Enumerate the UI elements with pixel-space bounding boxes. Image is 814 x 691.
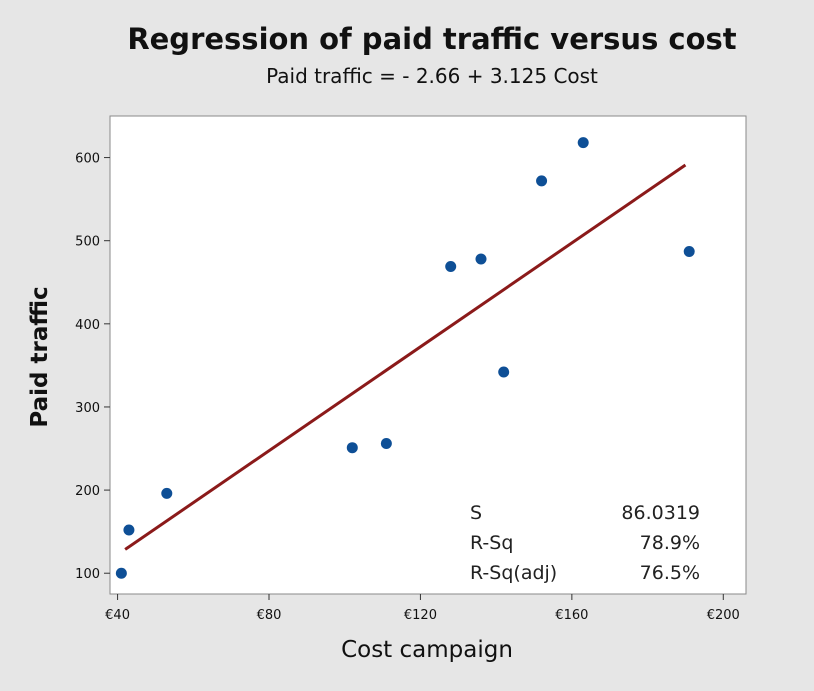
stat-label: S: [470, 502, 482, 524]
y-tick-label: 100: [75, 567, 100, 582]
x-axis-title: Cost campaign: [341, 637, 513, 663]
stat-value: 86.0319: [621, 502, 700, 524]
data-point: [123, 524, 135, 536]
data-point: [577, 137, 589, 149]
data-point: [445, 260, 457, 272]
x-tick-label: €80: [257, 608, 282, 623]
y-axis-title: Paid traffic: [27, 286, 53, 427]
data-point: [115, 567, 127, 579]
data-point: [536, 175, 548, 187]
y-tick-label: 500: [75, 235, 100, 250]
y-tick-label: 200: [75, 484, 100, 499]
stat-value: 78.9%: [640, 532, 700, 554]
y-tick-label: 300: [75, 401, 100, 416]
x-tick-label: €40: [105, 608, 130, 623]
chart-subtitle: Paid traffic = - 2.66 + 3.125 Cost: [266, 64, 598, 88]
regression-line: [124, 163, 687, 551]
x-tick-label: €120: [404, 608, 437, 623]
x-tick-label: €200: [707, 608, 740, 623]
data-point: [380, 438, 392, 450]
x-tick-label: €160: [555, 608, 588, 623]
stat-value: 76.5%: [640, 562, 700, 584]
y-tick-label: 400: [75, 318, 100, 333]
stat-label: R-Sq: [470, 532, 513, 554]
data-point: [346, 442, 358, 454]
data-point: [498, 366, 510, 378]
data-point: [161, 487, 173, 499]
stat-label: R-Sq(adj): [470, 562, 557, 584]
data-point: [475, 253, 487, 265]
y-tick-label: 600: [75, 152, 100, 167]
data-point: [683, 246, 695, 258]
chart-title: Regression of paid traffic versus cost: [127, 22, 737, 56]
